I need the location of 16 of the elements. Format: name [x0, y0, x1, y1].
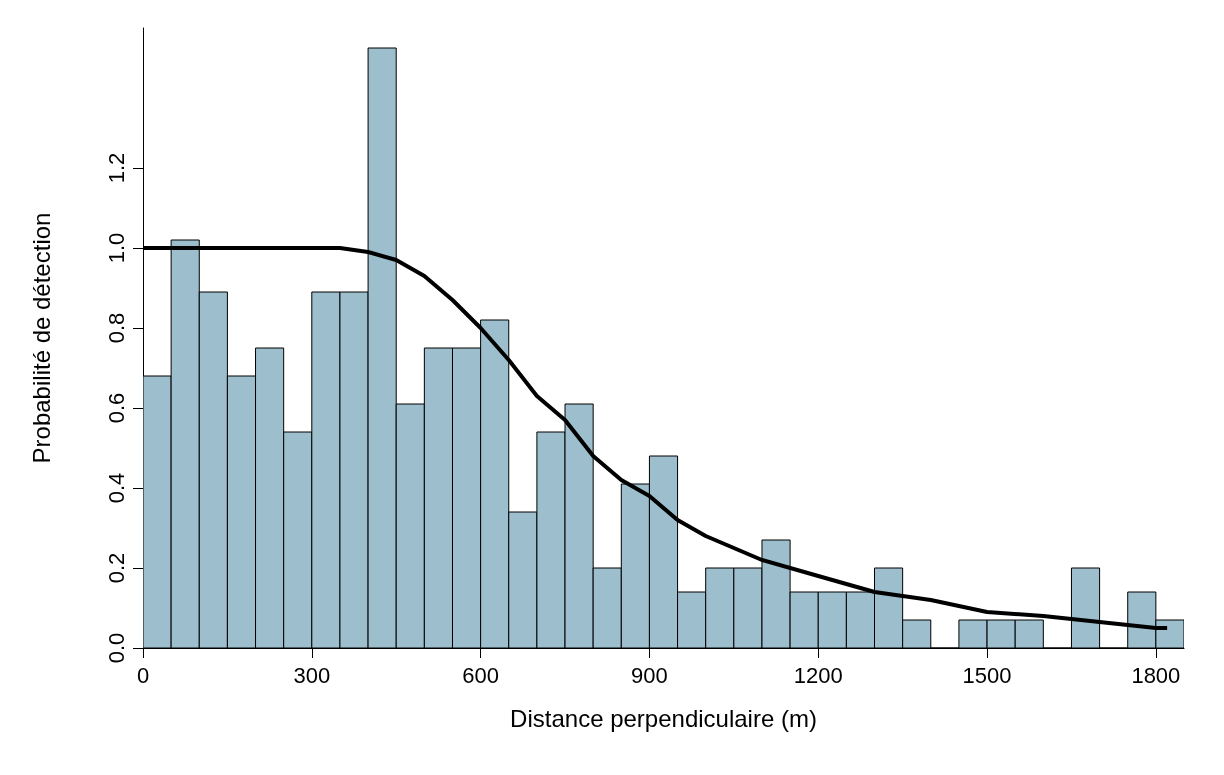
y-axis-title: Probabilité de détection [27, 212, 55, 464]
y-tick-label: 0.6 [103, 392, 129, 424]
x-tick-label: 1200 [793, 662, 843, 688]
x-tick-label: 600 [462, 662, 499, 688]
y-tick-label: 0.2 [103, 552, 129, 584]
x-tick-label: 1500 [962, 662, 1012, 688]
y-tick-label: 0.8 [103, 312, 129, 344]
y-tick-label: 0.0 [103, 632, 129, 664]
y-tick-label: 1.0 [103, 232, 129, 264]
x-tick-label: 1800 [1131, 662, 1181, 688]
x-tick-label: 0 [136, 662, 150, 688]
x-tick-label: 900 [631, 662, 668, 688]
x-axis-title: Distance perpendiculaire (m) [510, 704, 817, 732]
y-tick-label: 1.2 [103, 152, 129, 184]
x-tick-label: 300 [293, 662, 331, 688]
y-tick-label: 0.4 [103, 472, 129, 504]
